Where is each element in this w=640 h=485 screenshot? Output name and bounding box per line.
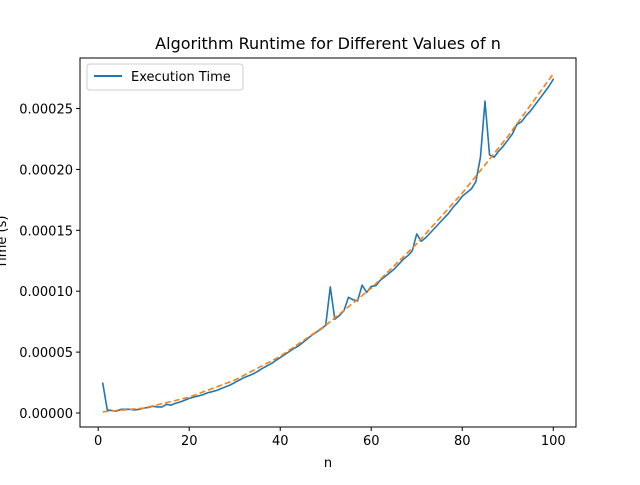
legend-box bbox=[86, 63, 244, 91]
y-axis-label: Time (s) bbox=[0, 216, 10, 270]
legend: Execution Time bbox=[86, 63, 244, 91]
x-tick-label: 60 bbox=[363, 434, 380, 449]
x-tick-label: 100 bbox=[541, 434, 566, 449]
series-layer bbox=[101, 73, 555, 413]
y-axis: 0.00000 0.00005 0.00010 0.00015 0.00020 0.000… bbox=[19, 103, 80, 422]
x-tick-label: 0 bbox=[94, 434, 102, 449]
legend-label-execution-time: Execution Time bbox=[131, 70, 231, 85]
y-tick-label: 0.00015 bbox=[19, 224, 73, 239]
x-tick-label: 40 bbox=[272, 434, 289, 449]
x-axis: 0 20 40 60 80 100 bbox=[94, 427, 566, 449]
chart-title: Algorithm Runtime for Different Values o… bbox=[155, 34, 501, 53]
series-line-execution-time bbox=[101, 78, 555, 412]
y-tick-label: 0.00025 bbox=[19, 103, 73, 118]
y-tick-label: 0.00010 bbox=[19, 285, 73, 300]
y-tick-label: 0.00000 bbox=[19, 407, 73, 422]
series-line-fit bbox=[102, 73, 554, 413]
x-tick-label: 80 bbox=[454, 434, 471, 449]
y-tick-label: 0.00005 bbox=[19, 346, 73, 361]
plot-area-frame bbox=[79, 57, 577, 428]
x-axis-label: n bbox=[324, 456, 332, 471]
y-tick-label: 0.00020 bbox=[19, 163, 73, 178]
x-tick-label: 20 bbox=[181, 434, 198, 449]
